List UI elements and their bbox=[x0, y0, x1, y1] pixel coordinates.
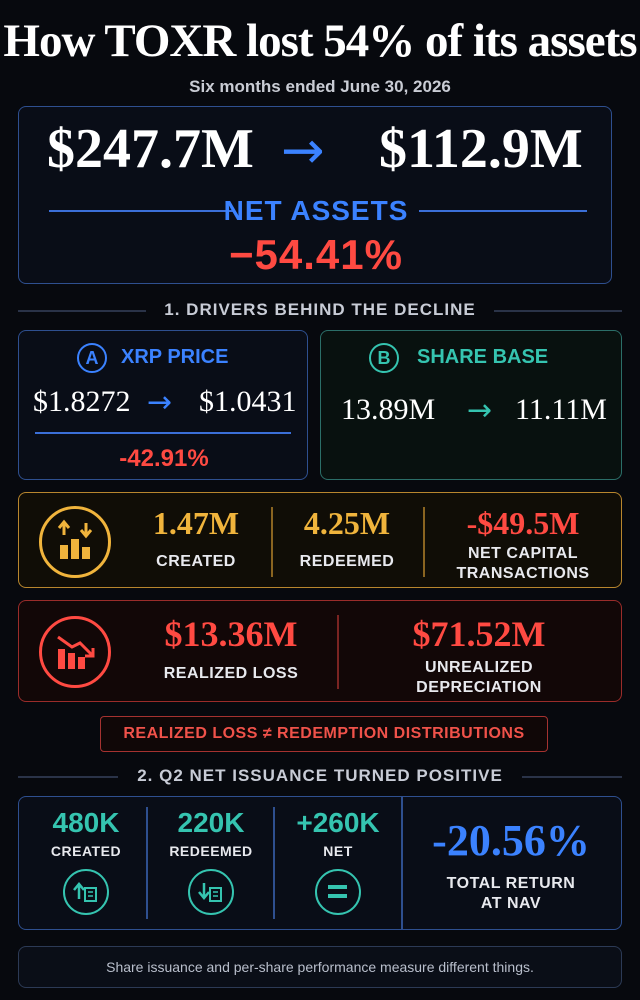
section2-rule-right bbox=[522, 776, 622, 778]
note-bar: REALIZED LOSS ≠ REDEMPTION DISTRIBUTIONS bbox=[100, 716, 548, 752]
xrp-price-panel: A XRP PRICE $1.8272 → $1.0431 -42.91% bbox=[18, 330, 308, 480]
capital-net-label-2: TRANSACTIONS bbox=[456, 565, 590, 582]
net-assets-change: −54.41% bbox=[229, 231, 403, 278]
losses-unrealized-label-2: DEPRECIATION bbox=[416, 679, 542, 696]
q2-divider-3 bbox=[401, 797, 403, 929]
q2-created-value: 480K bbox=[52, 807, 120, 838]
note-bar-text: REALIZED LOSS ≠ REDEMPTION DISTRIBUTIONS bbox=[123, 725, 525, 742]
capital-net-label-1: NET CAPITAL bbox=[467, 545, 579, 562]
losses-realized-label: REALIZED LOSS bbox=[163, 665, 299, 682]
badge-b: B bbox=[369, 343, 399, 373]
equals-icon bbox=[328, 885, 347, 898]
q2-redeemed-value: 220K bbox=[177, 807, 245, 838]
net-assets-panel: $247.7M → $112.9M NET ASSETS −54.41% bbox=[18, 106, 612, 284]
capital-net-value: -$49.5M bbox=[466, 505, 580, 541]
q2-created-label: CREATED bbox=[50, 843, 122, 859]
xrp-price-rule bbox=[35, 432, 291, 434]
capital-panel: 1.47M CREATED 4.25M REDEEMED -$49.5M NET… bbox=[18, 492, 622, 588]
losses-unrealized-value: $71.52M bbox=[412, 614, 546, 654]
q2-net-value: +260K bbox=[296, 807, 380, 838]
losses-panel: $13.36M REALIZED LOSS $71.52M UNREALIZED… bbox=[18, 600, 622, 702]
q2-return-value: -20.56% bbox=[432, 816, 590, 865]
xrp-price-start: $1.8272 bbox=[33, 385, 131, 418]
q2-net-icon-ring bbox=[315, 869, 361, 915]
q2-net-label: NET bbox=[323, 843, 353, 859]
bar-chart-up-down-icon bbox=[57, 519, 93, 559]
capital-created-value: 1.47M bbox=[152, 505, 240, 541]
q2-panel: 480K CREATED 220K REDEEMED +260K NET -20… bbox=[18, 796, 622, 930]
share-base-panel: B SHARE BASE 13.89M → 11.11M bbox=[320, 330, 622, 480]
shares-in-icon bbox=[73, 882, 97, 902]
capital-divider-1 bbox=[271, 507, 273, 577]
section1-rule-left bbox=[18, 310, 146, 312]
net-assets-rule-right bbox=[419, 210, 587, 212]
bar-chart-down-icon bbox=[57, 635, 95, 669]
section1-heading: 1. DRIVERS BEHIND THE DECLINE bbox=[164, 300, 476, 319]
section1-rule-right bbox=[494, 310, 622, 312]
badge-a: A bbox=[77, 343, 107, 373]
page-subtitle: Six months ended June 30, 2026 bbox=[189, 77, 451, 96]
xrp-price-end: $1.0431 bbox=[199, 385, 297, 418]
q2-return-label-2: AT NAV bbox=[480, 895, 542, 912]
net-assets-rule-left bbox=[49, 210, 234, 212]
footer-text: Share issuance and per-share performance… bbox=[106, 959, 534, 975]
share-base-end: 11.11M bbox=[515, 393, 607, 426]
share-base-label: SHARE BASE bbox=[417, 346, 549, 368]
xrp-price-change: -42.91% bbox=[119, 445, 209, 472]
capital-redeemed-label: REDEEMED bbox=[299, 553, 395, 570]
q2-divider-1 bbox=[146, 807, 148, 919]
capital-created-label: CREATED bbox=[156, 553, 236, 570]
capital-redeemed-value: 4.25M bbox=[303, 505, 391, 541]
capital-divider-2 bbox=[423, 507, 425, 577]
losses-divider bbox=[337, 615, 339, 689]
net-assets-start: $247.7M bbox=[47, 118, 254, 180]
section2-rule-left bbox=[18, 776, 118, 778]
footer-note: Share issuance and per-share performance… bbox=[18, 946, 622, 988]
q2-redeemed-icon-ring bbox=[188, 869, 234, 915]
losses-realized-value: $13.36M bbox=[164, 614, 298, 654]
net-assets-label: NET ASSETS bbox=[223, 195, 409, 226]
q2-redeemed-label: REDEEMED bbox=[169, 843, 253, 859]
losses-icon-ring bbox=[39, 616, 111, 688]
share-base-start: 13.89M bbox=[341, 393, 436, 426]
net-assets-end: $112.9M bbox=[379, 118, 583, 180]
page-title: How TOXR lost 54% of its assets bbox=[3, 15, 637, 67]
q2-return-label-1: TOTAL RETURN bbox=[446, 875, 576, 892]
xrp-price-arrow: → bbox=[147, 385, 173, 420]
shares-out-icon bbox=[198, 883, 222, 902]
losses-unrealized-label-1: UNREALIZED bbox=[424, 659, 534, 676]
xrp-price-label: XRP PRICE bbox=[121, 346, 229, 368]
q2-divider-2 bbox=[273, 807, 275, 919]
net-assets-arrow: → bbox=[281, 121, 325, 181]
section2-heading: 2. Q2 NET ISSUANCE TURNED POSITIVE bbox=[137, 766, 503, 785]
q2-created-icon-ring bbox=[63, 869, 109, 915]
share-base-arrow: → bbox=[467, 393, 493, 428]
capital-icon-ring bbox=[39, 506, 111, 578]
